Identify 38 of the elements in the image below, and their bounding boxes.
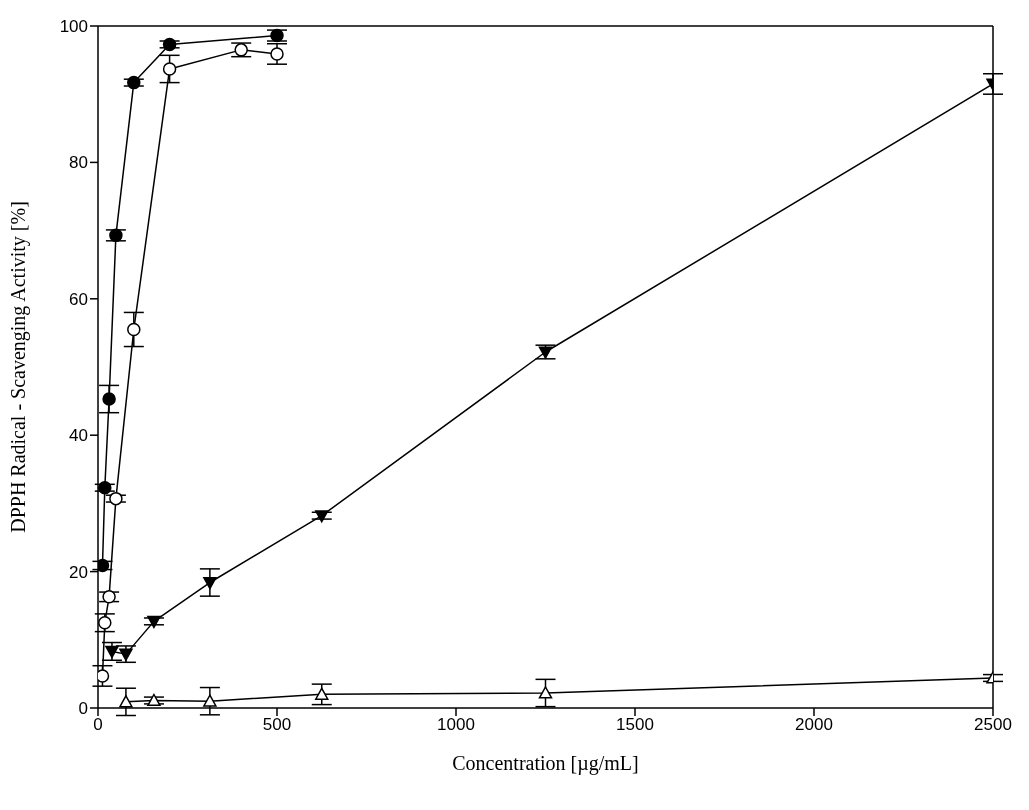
y-tick-label: 60 [69,289,88,309]
y-tick-label: 20 [69,562,88,582]
point [102,392,116,406]
y-tick-label: 100 [59,17,88,37]
point [538,346,553,359]
y-tick-label: 0 [78,699,88,719]
point [315,687,329,700]
point [98,558,110,573]
point [109,491,123,506]
x-axis-title: Concentration [µg/mL] [452,752,639,775]
point [234,43,248,57]
point [102,590,116,604]
point [538,686,553,699]
point [147,693,161,707]
point [270,28,284,43]
point [162,37,177,52]
point [119,695,133,708]
point [109,228,123,243]
y-tick-label: 40 [69,426,88,446]
x-tick-label: 0 [93,715,103,735]
x-tick-label: 1500 [616,715,654,735]
y-tick-label: 80 [69,153,88,173]
x-tick-label: 2000 [795,715,833,735]
point [315,510,329,523]
x-tick-label: 2500 [974,715,1012,735]
point [119,648,133,661]
x-tick-label: 500 [262,715,292,735]
point [162,62,177,76]
point [147,615,161,629]
y-axis-title: DPPH Radical - Scavenging Activity [%] [7,201,31,533]
point [98,669,110,683]
x-tick-label: 1000 [437,715,475,735]
point [127,322,141,337]
point [127,75,141,90]
point [270,47,284,61]
point [203,694,217,707]
point [203,576,217,590]
point [98,480,112,495]
